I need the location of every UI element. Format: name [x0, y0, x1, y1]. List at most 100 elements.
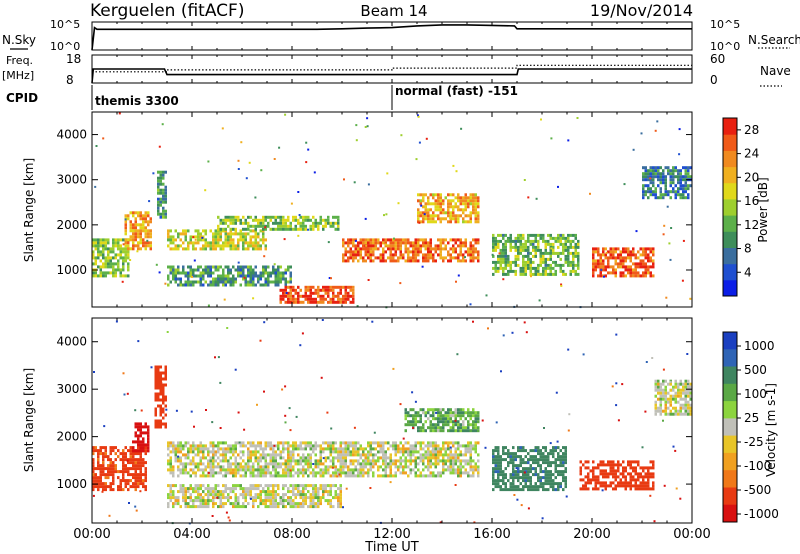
- heatmap-cell: [504, 272, 507, 276]
- heatmap-cell: [419, 456, 422, 460]
- heatmap-cell: [552, 272, 555, 276]
- heatmap-cell: [434, 205, 437, 209]
- heatmap-cell: [554, 467, 557, 471]
- heatmap-cell: [134, 464, 137, 468]
- heatmap-cell: [117, 268, 120, 272]
- heatmap-cell: [127, 470, 130, 474]
- heatmap-cell: [449, 411, 452, 415]
- heatmap-cell: [112, 238, 115, 242]
- heatmap-cell: [344, 259, 347, 263]
- heatmap-cell: [207, 505, 210, 509]
- heatmap-cell: [182, 229, 185, 233]
- heatmap-cell: [599, 463, 602, 467]
- heatmap-cell: [314, 221, 317, 225]
- heatmap-cell: [324, 471, 327, 475]
- heatmap-cell: [452, 217, 455, 221]
- heatmap-cell: [617, 262, 620, 266]
- heatmap-cell: [337, 218, 340, 222]
- heatmap-cell: [222, 244, 225, 248]
- heatmap-cell: [129, 479, 132, 483]
- heatmap-cell: [334, 496, 337, 500]
- heatmap-cell: [542, 455, 545, 459]
- heatmap-cell: [102, 137, 105, 140]
- heatmap-cell: [267, 215, 270, 219]
- heatmap-cell: [289, 496, 292, 500]
- heatmap-cell: [634, 271, 637, 275]
- heatmap-cell: [427, 259, 430, 263]
- heatmap-cell: [629, 475, 632, 479]
- heatmap-cell: [347, 244, 350, 248]
- heatmap-cell: [164, 368, 167, 372]
- heatmap-cell: [417, 462, 420, 466]
- heatmap-cell: [112, 262, 115, 266]
- heatmap-cell: [122, 488, 125, 492]
- heatmap-cell: [522, 236, 525, 240]
- heatmap-cell: [462, 459, 465, 463]
- heatmap-cell: [587, 475, 590, 479]
- heatmap-cell: [159, 392, 162, 396]
- heatmap-cell: [679, 169, 682, 173]
- heatmap-cell: [554, 470, 557, 474]
- heatmap-cell: [302, 490, 305, 494]
- heatmap-cell: [337, 502, 340, 506]
- heatmap-cell: [217, 283, 220, 287]
- heatmap-cell: [668, 242, 671, 245]
- heatmap-cell: [502, 488, 505, 492]
- heatmap-cell: [469, 447, 472, 451]
- heatmap-cell: [504, 266, 507, 270]
- heatmap-cell: [292, 297, 295, 301]
- heatmap-cell: [314, 224, 317, 228]
- heatmap-cell: [264, 459, 267, 463]
- heatmap-cell: [494, 260, 497, 264]
- heatmap-cell: [264, 468, 267, 472]
- heatmap-cell: [509, 461, 512, 465]
- heatmap-cell: [544, 251, 547, 255]
- heatmap-cell: [212, 241, 215, 245]
- heatmap-cell: [222, 447, 225, 451]
- heatmap-cell: [389, 444, 392, 448]
- heatmap-cell: [389, 468, 392, 472]
- heatmap-cell: [442, 199, 445, 203]
- heatmap-cell: [414, 474, 417, 478]
- heatmap-cell: [417, 253, 420, 257]
- heatmap-cell: [407, 423, 410, 427]
- heatmap-cell: [372, 238, 375, 242]
- heatmap-cell: [297, 227, 300, 231]
- heatmap-cell: [404, 417, 407, 421]
- heatmap-cell: [259, 274, 262, 278]
- heatmap-cell: [422, 211, 425, 215]
- heatmap-cell: [399, 450, 402, 454]
- heatmap-cell: [529, 485, 532, 489]
- heatmap-cell: [447, 444, 450, 448]
- heatmap-cell: [519, 488, 522, 492]
- heatmap-cell: [242, 265, 245, 269]
- heatmap-cell: [199, 459, 202, 463]
- heatmap-cell: [219, 265, 222, 269]
- heatmap-cell: [512, 239, 515, 243]
- heatmap-cell: [507, 260, 510, 264]
- heatmap-cell: [442, 447, 445, 451]
- heatmap-cell: [117, 488, 120, 492]
- heatmap-cell: [287, 499, 290, 503]
- heatmap-cell: [189, 447, 192, 451]
- heatmap-cell: [169, 499, 172, 503]
- heatmap-cell: [419, 429, 422, 433]
- heatmap-cell: [277, 227, 280, 231]
- heatmap-cell: [637, 487, 640, 491]
- heatmap-cell: [117, 470, 120, 474]
- heatmap-cell: [327, 218, 330, 222]
- heatmap-cell: [122, 268, 125, 272]
- heatmap-cell: [99, 452, 102, 456]
- heatmap-cell: [269, 490, 272, 494]
- heatmap-cell: [509, 476, 512, 480]
- heatmap-cell: [442, 256, 445, 260]
- heatmap-cell: [102, 461, 105, 465]
- heatmap-cell: [612, 466, 615, 470]
- heatmap-cell: [384, 241, 387, 245]
- heatmap-cell: [519, 272, 522, 276]
- heatmap-cell: [469, 414, 472, 418]
- heatmap-cell: [469, 411, 472, 415]
- heatmap-cell: [237, 168, 240, 170]
- heatmap-cell: [469, 456, 472, 460]
- heatmap-cell: [227, 468, 230, 472]
